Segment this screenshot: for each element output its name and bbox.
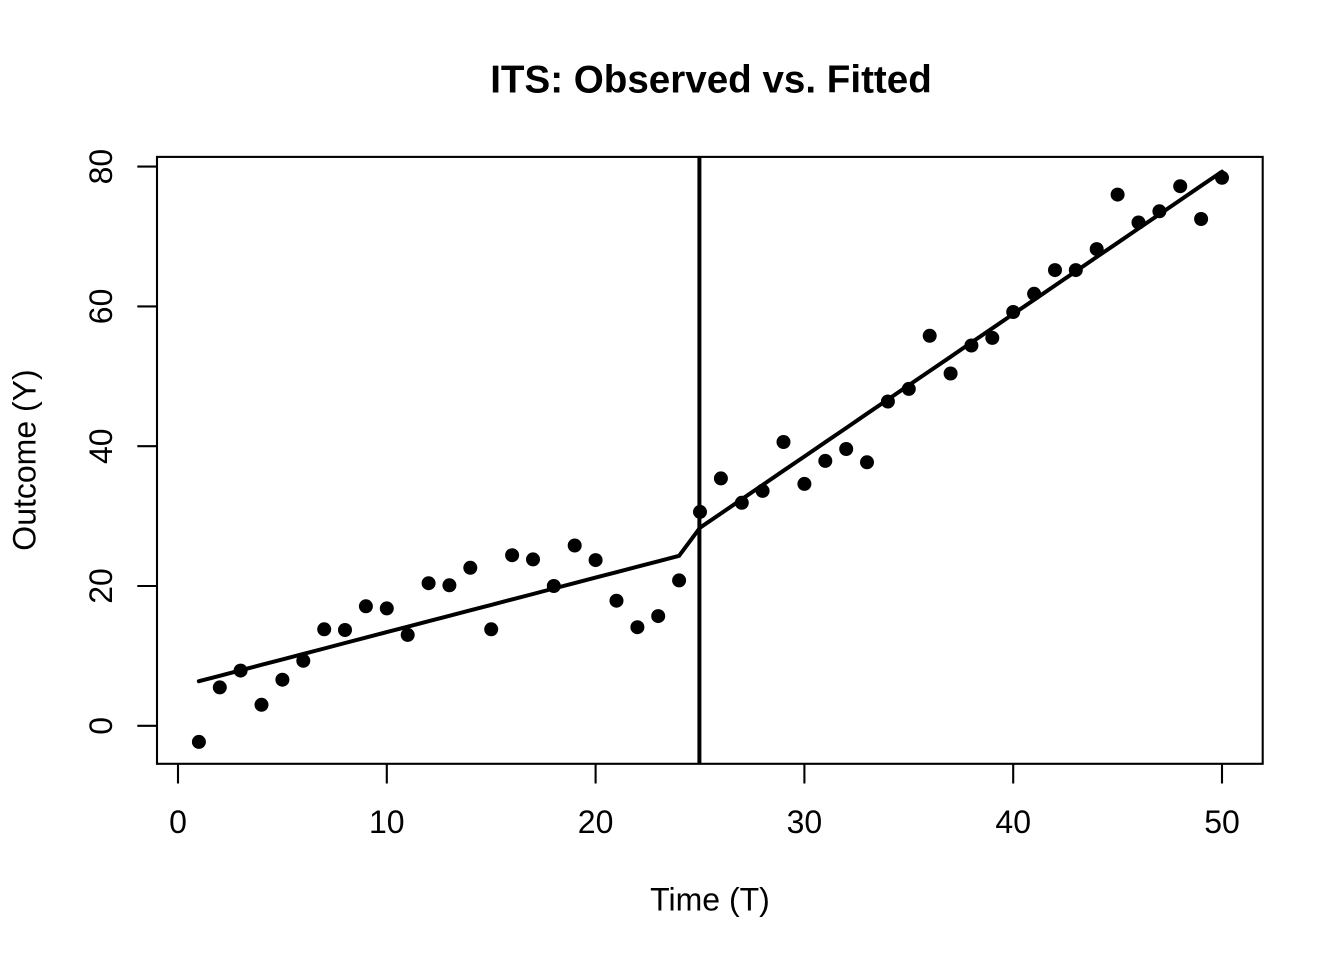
svg-text:20: 20 — [83, 568, 119, 604]
svg-text:50: 50 — [1204, 804, 1240, 840]
svg-text:Time (T): Time (T) — [650, 882, 770, 918]
svg-text:60: 60 — [83, 289, 119, 325]
svg-text:40: 40 — [995, 804, 1031, 840]
svg-text:ITS: Observed vs. Fitted: ITS: Observed vs. Fitted — [490, 59, 932, 102]
svg-text:80: 80 — [83, 149, 119, 185]
svg-text:40: 40 — [83, 428, 119, 464]
svg-text:20: 20 — [578, 804, 614, 840]
svg-text:0: 0 — [83, 717, 119, 735]
svg-text:30: 30 — [787, 804, 823, 840]
svg-text:0: 0 — [169, 804, 187, 840]
svg-text:10: 10 — [369, 804, 405, 840]
svg-text:Outcome (Y): Outcome (Y) — [6, 369, 42, 550]
